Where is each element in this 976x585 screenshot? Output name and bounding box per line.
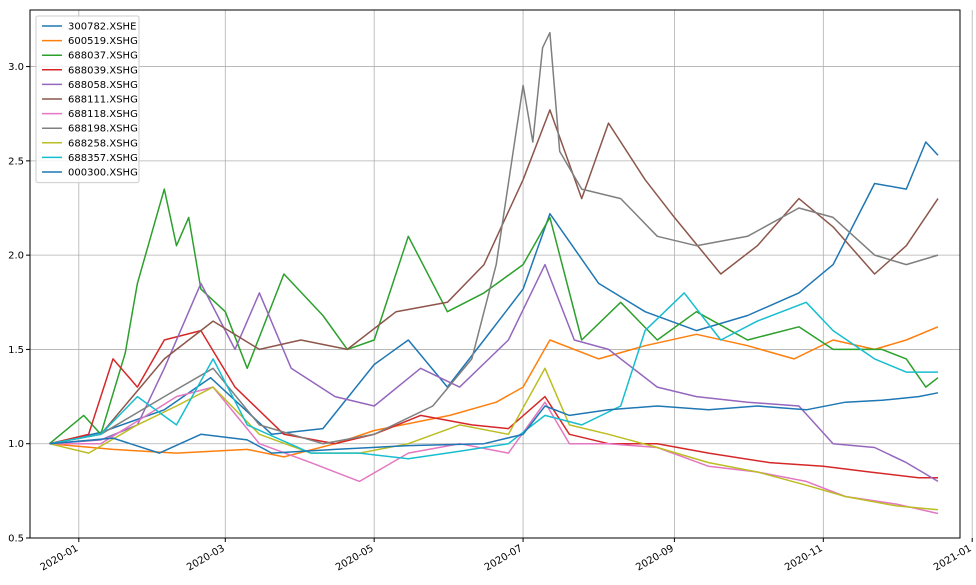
y-tick-label: 3.0 (8, 62, 24, 73)
legend-label: 300782.XSHE (68, 22, 136, 33)
series-line-688111.XSHG (49, 109, 939, 445)
y-tick-label: 2.5 (8, 156, 24, 167)
plot-frame (29, 9, 961, 539)
series-line-000300.XSHG (49, 392, 939, 454)
series-line-688198.XSHG (49, 31, 939, 445)
y-tick-label: 2.0 (8, 251, 24, 262)
x-tick-label: 2020-03 (185, 543, 227, 573)
x-tick-label: 2020-11 (783, 543, 825, 573)
series-line-688039.XSHG (49, 329, 938, 479)
series-line-688058.XSHG (49, 263, 939, 483)
legend-label: 688198.XSHG (68, 124, 138, 135)
legend: 300782.XSHE 600519.XSHG 688037.XSHG 688039.… (35, 15, 140, 184)
x-tick-label: 2020-05 (334, 543, 376, 573)
grid (30, 10, 973, 539)
series-lines (49, 31, 939, 515)
legend-label: 688111.XSHG (68, 95, 138, 106)
y-tick-label: 1.0 (8, 439, 24, 450)
legend-label: 000300.XSHG (68, 168, 138, 179)
legend-label: 600519.XSHG (68, 36, 138, 47)
y-tick-label: 1.5 (8, 345, 24, 356)
x-tick-label: 2021-01 (932, 543, 974, 573)
series-line-300782.XSHE (49, 141, 939, 445)
y-axis: 0.5 1.0 1.5 2.0 2.5 3.0 (8, 62, 30, 545)
x-tick-label: 2020-09 (634, 543, 676, 573)
x-tick-label: 2020-01 (39, 543, 81, 573)
x-axis: 2020-01 2020-03 2020-05 2020-07 2020-09 2020-… (39, 538, 974, 573)
legend-box (35, 15, 140, 184)
x-tick-label: 2020-07 (483, 543, 525, 573)
series-line-688037.XSHG (49, 188, 939, 445)
legend-label: 688258.XSHG (68, 138, 138, 149)
series-line-688258.XSHG (49, 367, 939, 511)
legend-label: 688357.XSHG (68, 153, 138, 164)
legend-label: 688039.XSHG (68, 65, 138, 76)
legend-label: 688118.XSHG (68, 109, 138, 120)
y-tick-label: 0.5 (8, 534, 24, 545)
series-line-600519.XSHG (49, 326, 939, 458)
series-line-688357.XSHG (49, 292, 938, 460)
legend-label: 688058.XSHG (68, 80, 138, 91)
legend-label: 688037.XSHG (68, 51, 138, 62)
series-line-688118.XSHG (49, 386, 939, 515)
